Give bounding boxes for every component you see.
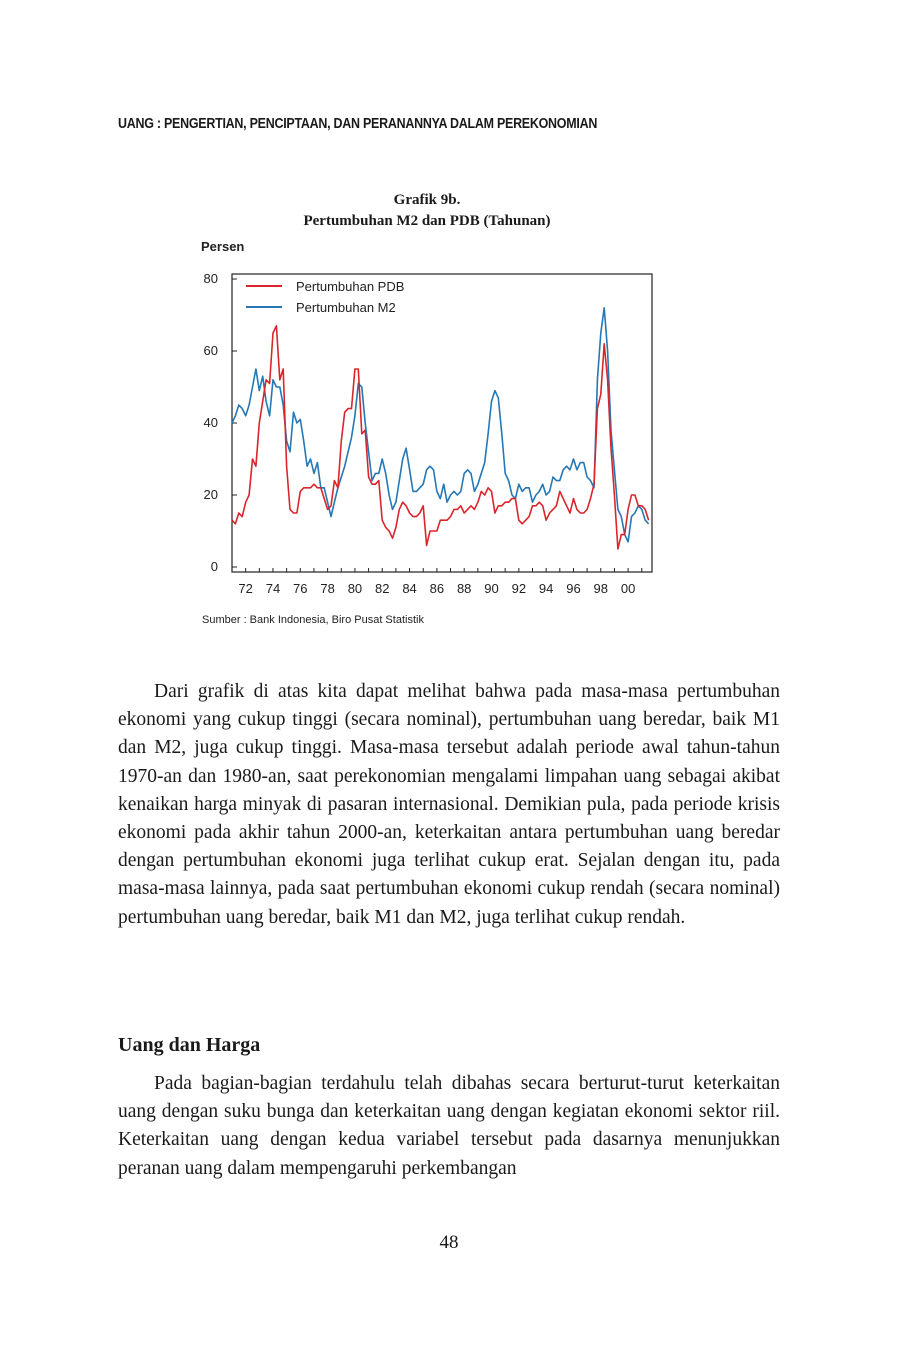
figure-label: Grafik 9b. xyxy=(393,192,461,208)
x-tick-label: 92 xyxy=(512,581,526,596)
legend: Pertumbuhan PDB Pertumbuhan M2 xyxy=(246,279,404,315)
body-paragraph-1: Dari grafik di atas kita dapat melihat b… xyxy=(118,678,780,932)
x-tick-label: 96 xyxy=(566,581,580,596)
plot-frame xyxy=(231,273,653,573)
x-tick-label: 78 xyxy=(320,581,334,596)
x-tick-label: 90 xyxy=(484,581,498,596)
legend-label-m2: Pertumbuhan M2 xyxy=(296,300,396,315)
running-header: UANG : PENGERTIAN, PENCIPTAAN, DAN PERAN… xyxy=(118,116,598,132)
x-tick-label: 80 xyxy=(348,581,362,596)
series-line-pdb xyxy=(231,325,650,550)
body-paragraph-2-text: Pada bagian-bagian terdahulu telah dibah… xyxy=(118,1073,780,1179)
legend-label-pdb: Pertumbuhan PDB xyxy=(296,279,404,294)
page-number: 48 xyxy=(439,1232,459,1253)
x-tick-label: 00 xyxy=(621,581,635,596)
x-tick-label: 76 xyxy=(293,581,307,596)
x-tick-label: 82 xyxy=(375,581,389,596)
figure-title: Pertumbuhan M2 dan PDB (Tahunan) xyxy=(303,213,551,229)
x-tick-label: 84 xyxy=(402,581,416,596)
x-tick-label: 86 xyxy=(430,581,444,596)
body-paragraph-2: Pada bagian-bagian terdahulu telah dibah… xyxy=(118,1070,780,1183)
y-tick-label: 40 xyxy=(204,415,218,430)
growth-line-chart: Persen 0 20 40 60 80 72 74 76 78 80 82 84 86 88 90 92 9… xyxy=(201,239,653,596)
x-tick-label: 88 xyxy=(457,581,471,596)
y-axis-label: Persen xyxy=(201,239,244,254)
y-ticks: 0 20 40 60 80 xyxy=(204,271,237,574)
x-tick-label: 74 xyxy=(266,581,280,596)
plot-area xyxy=(231,273,653,573)
x-tick-label: 98 xyxy=(594,581,608,596)
series-lines xyxy=(231,307,650,550)
series-line-m2 xyxy=(231,307,650,543)
y-tick-label: 0 xyxy=(211,559,218,574)
chart-source-note: Sumber : Bank Indonesia, Biro Pusat Stat… xyxy=(202,614,424,626)
body-paragraph-1-text: Dari grafik di atas kita dapat melihat b… xyxy=(118,681,780,928)
y-tick-label: 80 xyxy=(204,271,218,286)
section-heading: Uang dan Harga xyxy=(118,1034,261,1056)
x-tick-label: 72 xyxy=(238,581,252,596)
x-tick-label: 94 xyxy=(539,581,553,596)
y-tick-label: 20 xyxy=(204,487,218,502)
y-tick-label: 60 xyxy=(204,343,218,358)
